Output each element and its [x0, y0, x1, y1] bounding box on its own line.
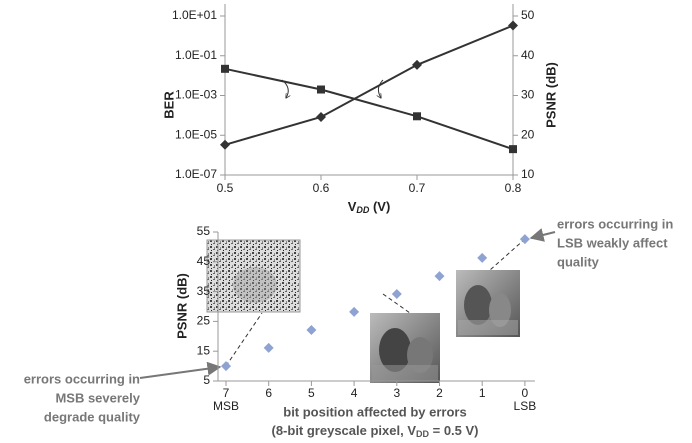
y-tick-label: 1.0E-07 [175, 167, 217, 181]
diamond-marker [306, 325, 317, 336]
x-tick-label: 7 [223, 386, 230, 400]
y-tick-label: 35 [197, 284, 211, 298]
y-tick-label: 1.0E-03 [175, 88, 217, 102]
x-tick-label: 5 [308, 386, 315, 400]
x-tick-label: 0.5 [217, 181, 234, 195]
image-bit0 [456, 270, 520, 337]
diamond-marker [477, 252, 488, 263]
x-tick-label: 1 [479, 386, 486, 400]
curve-arrow [378, 79, 384, 98]
diamond-marker [220, 139, 230, 150]
annotation: errors occurring in [557, 216, 673, 231]
y-tick-label: 1.0E+01 [172, 8, 217, 22]
x-tick-sublabel: LSB [514, 399, 537, 413]
y2-tick-label: 40 [521, 48, 535, 62]
x-axis-label-sub: DD [356, 205, 369, 215]
x-axis-label-end: (V) [369, 199, 390, 214]
image-bit3 [370, 313, 440, 383]
diamond-marker [412, 59, 422, 70]
x-tick-label: 3 [393, 386, 400, 400]
x-axis-label: bit position affected by errors [283, 404, 466, 419]
series-line [224, 24, 514, 146]
diamond-marker [508, 20, 518, 31]
diamond-marker [263, 342, 274, 353]
y-tick-label: 45 [197, 254, 211, 268]
x-tick-label: 4 [351, 386, 358, 400]
y-tick-label: 15 [197, 343, 211, 357]
annotation: degrade quality [44, 409, 141, 424]
noisy-image [206, 239, 301, 313]
square-marker [413, 112, 421, 121]
y-tick-label: 55 [197, 224, 211, 238]
x-tick-label: 0.6 [313, 181, 330, 195]
y-tick-label: 5 [203, 373, 210, 387]
dashed-connector [489, 238, 526, 271]
x-tick-label: 6 [265, 386, 272, 400]
diamond-marker [316, 111, 326, 122]
x-tick-label: 0.7 [409, 181, 426, 195]
x-axis-label-main: V [348, 199, 357, 214]
dashed-connector [382, 293, 411, 314]
square-marker [317, 85, 325, 94]
diamond-marker [391, 288, 402, 299]
x-axis-label-2: (8-bit greyscale pixel, V [271, 423, 416, 438]
dashed-connector [225, 312, 263, 367]
diamond-marker [221, 361, 231, 372]
annotation-arrow [139, 361, 222, 379]
diamond-marker [349, 306, 360, 317]
y-tick-label: 1.0E-01 [175, 48, 217, 62]
x-tick-label: 0.8 [505, 181, 522, 195]
x-tick-label: 2 [436, 386, 443, 400]
y-axis-label: BER [161, 91, 176, 119]
annotation-arrow [529, 228, 556, 242]
square-marker [221, 64, 229, 73]
y2-tick-label: 10 [521, 167, 535, 181]
x-axis-label: (8-bit greyscale pixel, VDD = 0.5 V) [271, 423, 478, 439]
x-axis-label-sub: DD [416, 429, 429, 439]
y-axis-label: PSNR (dB) [174, 273, 189, 339]
diamond-marker [434, 271, 445, 282]
y-tick-label: 25 [197, 314, 211, 328]
y2-tick-label: 30 [521, 88, 535, 102]
x-tick-label: 0 [522, 386, 529, 400]
annotation: LSB weakly affect [557, 235, 668, 250]
diamond-marker [519, 234, 530, 245]
x-tick-sublabel: MSB [213, 399, 239, 413]
x-axis-label: VDD (V) [348, 199, 391, 215]
x-axis-label-end: = 0.5 V) [429, 423, 479, 438]
annotation: MSB severely [55, 390, 140, 405]
y2-axis-label: PSNR (dB) [543, 62, 558, 128]
annotation: quality [557, 254, 600, 269]
series-line [224, 67, 514, 151]
annotation: errors occurring in [24, 371, 140, 386]
square-marker [509, 145, 517, 154]
y-tick-label: 1.0E-05 [175, 127, 217, 141]
y2-tick-label: 20 [521, 127, 535, 141]
y2-tick-label: 50 [521, 8, 535, 22]
